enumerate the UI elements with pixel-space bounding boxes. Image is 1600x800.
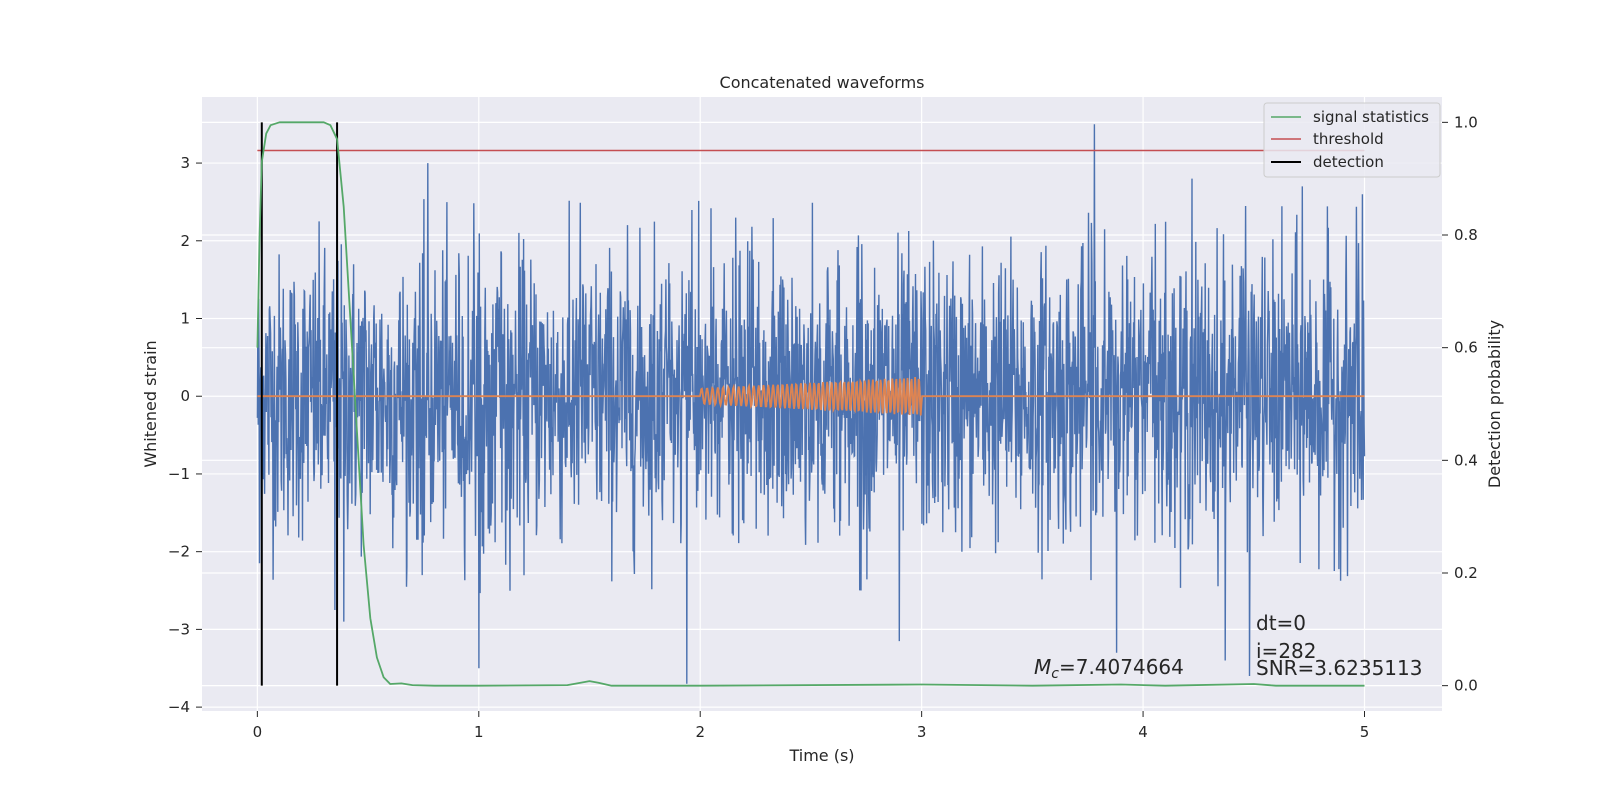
annotation-block: Mc=7.4074664 dt=0 i=282 SNR=3.6235113 bbox=[1034, 611, 1422, 682]
annotation-mc-value: =7.4074664 bbox=[1059, 655, 1184, 679]
x-tick-label: 5 bbox=[1360, 723, 1370, 741]
annotation-i: i=282 bbox=[1256, 639, 1317, 663]
annotation-snr: SNR=3.6235113 bbox=[1256, 656, 1422, 680]
tick-layer: 0 1 2 3 4 5 −4 −3 −2 −1 0 1 2 3 0.0 0.2 0.4 0.6 0.8 1.0 bbox=[168, 113, 1478, 741]
x-tick-label: 3 bbox=[917, 723, 927, 741]
legend-label-threshold: threshold bbox=[1313, 130, 1384, 148]
y-tick-label: 3 bbox=[180, 154, 190, 172]
x-tick-label: 4 bbox=[1138, 723, 1148, 741]
noise-trace bbox=[256, 124, 1366, 684]
chirp-trace bbox=[257, 377, 1365, 416]
y-tick-label: −3 bbox=[168, 620, 190, 638]
y-tick-label: −1 bbox=[168, 465, 190, 483]
legend-label-signal-statistics: signal statistics bbox=[1313, 108, 1429, 126]
annotation-mc: Mc=7.4074664 bbox=[1034, 655, 1184, 682]
x-axis-label: Time (s) bbox=[788, 746, 854, 765]
x-tick-label: 2 bbox=[695, 723, 705, 741]
y2-tick-label: 1.0 bbox=[1454, 113, 1478, 131]
y-axis-label: Whitened strain bbox=[141, 340, 160, 467]
y-tick-label: −4 bbox=[168, 698, 190, 716]
annotation-mc-symbol: M bbox=[1034, 655, 1051, 679]
annotation-mc-subscript: c bbox=[1051, 666, 1059, 682]
y2-tick-label: 0.6 bbox=[1454, 339, 1478, 357]
y2-tick-label: 0.8 bbox=[1454, 226, 1478, 244]
annotation-dt: dt=0 bbox=[1256, 611, 1306, 635]
y-tick-label: 1 bbox=[180, 310, 190, 328]
probability-series bbox=[256, 121, 1365, 687]
x-tick-label: 0 bbox=[253, 723, 263, 741]
signal-statistics-line bbox=[256, 121, 1365, 687]
chirp-series bbox=[257, 377, 1365, 416]
y-tick-label: 0 bbox=[180, 387, 190, 405]
x-tick-label: 1 bbox=[474, 723, 484, 741]
y2-tick-label: 0.4 bbox=[1454, 451, 1478, 469]
noise-series bbox=[256, 124, 1366, 684]
y-tick-label: −2 bbox=[168, 543, 190, 561]
legend-label-detection: detection bbox=[1313, 153, 1384, 171]
y-tick-label: 2 bbox=[180, 232, 190, 250]
y2-axis-label: Detection probability bbox=[1485, 320, 1504, 488]
chart-title: Concatenated waveforms bbox=[720, 73, 925, 92]
legend-box bbox=[1263, 102, 1441, 178]
legend: signal statistics threshold detection bbox=[1263, 102, 1441, 178]
y2-tick-label: 0.0 bbox=[1454, 677, 1478, 695]
y2-tick-label: 0.2 bbox=[1454, 564, 1478, 582]
